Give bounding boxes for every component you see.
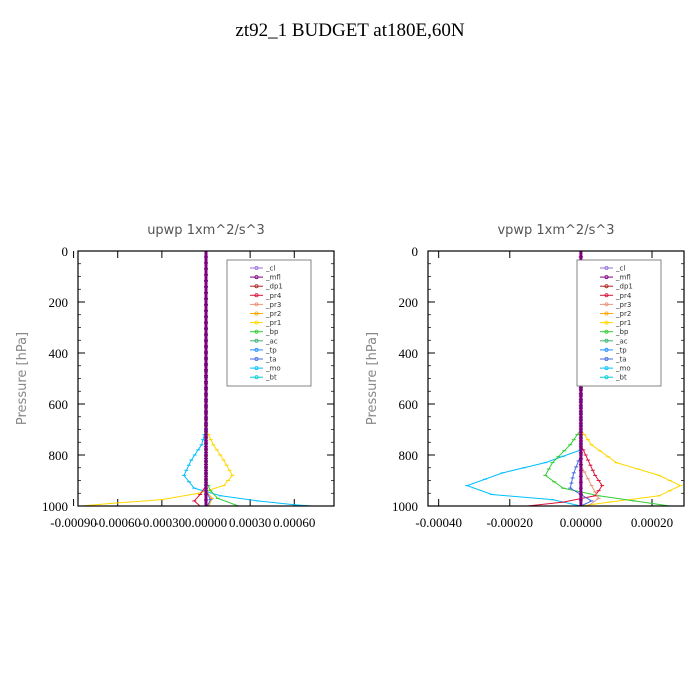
y-tick-label: 200 — [399, 295, 419, 310]
y-tick-label: 1000 — [42, 499, 68, 514]
x-tick-label: -0.00040 — [415, 515, 462, 530]
x-tick-label: -0.00060 — [94, 515, 141, 530]
legend-marker — [604, 265, 609, 270]
legend-label: _ta — [615, 356, 627, 364]
legend-marker — [254, 284, 259, 289]
x-tick-label: 0.00060 — [273, 515, 315, 530]
legend-marker — [254, 302, 259, 307]
y-tick-label: 400 — [49, 346, 69, 361]
legend-label: _bp — [265, 328, 279, 336]
legend-label: _mo — [265, 365, 281, 373]
y-tick-label: 600 — [49, 397, 69, 412]
legend-marker — [604, 338, 609, 343]
legend-marker — [254, 366, 259, 371]
x-tick-label: -0.00090 — [50, 515, 97, 530]
legend-marker — [604, 302, 609, 307]
y-tick-label: 800 — [399, 448, 419, 463]
legend-marker — [254, 320, 259, 325]
plot-frame — [427, 250, 685, 507]
legend-label: _cl — [265, 265, 275, 273]
legend-label: _mfl — [615, 274, 631, 282]
y-tick-label: 1000 — [392, 499, 418, 514]
legend-box — [226, 259, 312, 387]
x-tick-label: -0.00030 — [139, 515, 186, 530]
chart-panel-1: upwp 1xm^2/s^3 Pressure [hPa] 0 200 400 600 80… — [15, 223, 335, 530]
legend-marker — [254, 338, 259, 343]
legend-marker — [604, 329, 609, 334]
plot-frame — [77, 250, 335, 507]
legend-label: _dp1 — [615, 283, 633, 291]
legend-label: _tp — [265, 346, 277, 354]
legend-label: _pr3 — [615, 301, 631, 309]
legend-label: _pr2 — [265, 310, 281, 318]
y-tick-label: 400 — [399, 346, 419, 361]
legend-label: _pr4 — [615, 292, 632, 300]
legend-label: _mfl — [265, 274, 281, 282]
series-line-pr1 — [80, 251, 234, 507]
legend-marker — [254, 375, 259, 380]
legend-marker — [604, 320, 609, 325]
legend-marker — [254, 356, 259, 361]
legend-label: _ta — [265, 356, 277, 364]
legend-label: _pr2 — [615, 310, 631, 318]
legend-marker — [604, 347, 609, 352]
legend-marker — [604, 356, 609, 361]
legend-label: _ac — [615, 337, 628, 345]
legend: _cl_mfl_dp1_pr4_pr3_pr2_pr1_bp_ac_tp_ta_… — [576, 259, 662, 387]
x-tick-label: 0.00000 — [185, 515, 227, 530]
legend-marker — [604, 311, 609, 316]
legend-label: _pr4 — [265, 292, 282, 300]
legend-marker — [604, 375, 609, 380]
legend-marker — [604, 275, 609, 280]
legend-label: _pr1 — [265, 319, 281, 327]
legend-marker — [254, 311, 259, 316]
figure-title: zt92_1 BUDGET at180E,60N — [235, 20, 465, 41]
legend-marker — [604, 366, 609, 371]
y-tick-label: 0 — [62, 244, 69, 259]
chart-panel-2: vpwp 1xm^2/s^3 Pressure [hPa] 0 200 400 600 80… — [365, 223, 685, 530]
x-tick-label: -0.00020 — [486, 515, 533, 530]
legend-marker — [604, 293, 609, 298]
legend-marker — [604, 284, 609, 289]
legend-label: _bt — [265, 374, 277, 382]
y-tick-label: 200 — [49, 295, 69, 310]
x-tick-label: 0.00020 — [631, 515, 673, 530]
y-tick-label: 0 — [412, 244, 419, 259]
x-tick-label: 0.00030 — [229, 515, 271, 530]
legend-label: _bp — [615, 328, 629, 336]
legend-label: _pr1 — [615, 319, 631, 327]
x-tick-label: 0.00000 — [560, 515, 602, 530]
y-tick-label: 800 — [49, 448, 69, 463]
y-axis-label: Pressure [hPa] — [365, 332, 380, 425]
legend-label: _dp1 — [265, 283, 283, 291]
legend-marker — [254, 293, 259, 298]
legend-label: _tp — [615, 346, 627, 354]
legend-marker — [254, 275, 259, 280]
panel-title: upwp 1xm^2/s^3 — [147, 223, 265, 238]
legend-label: _mo — [615, 365, 631, 373]
panel-title: vpwp 1xm^2/s^3 — [497, 223, 614, 238]
legend-label: _cl — [615, 265, 625, 273]
legend-marker — [254, 265, 259, 270]
legend-label: _bt — [615, 374, 627, 382]
y-axis-label: Pressure [hPa] — [15, 332, 30, 425]
y-tick-label: 600 — [399, 397, 419, 412]
legend-marker — [254, 347, 259, 352]
legend: _cl_mfl_dp1_pr4_pr3_pr2_pr1_bp_ac_tp_ta_… — [226, 259, 312, 387]
legend-label: _pr3 — [265, 301, 281, 309]
legend-label: _ac — [265, 337, 278, 345]
legend-marker — [254, 329, 259, 334]
legend-box — [576, 259, 662, 387]
